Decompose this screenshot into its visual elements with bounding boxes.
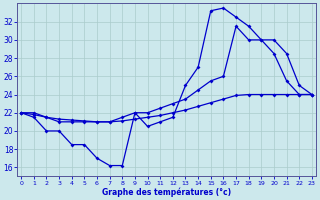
X-axis label: Graphe des températures (°c): Graphe des températures (°c)	[102, 187, 231, 197]
